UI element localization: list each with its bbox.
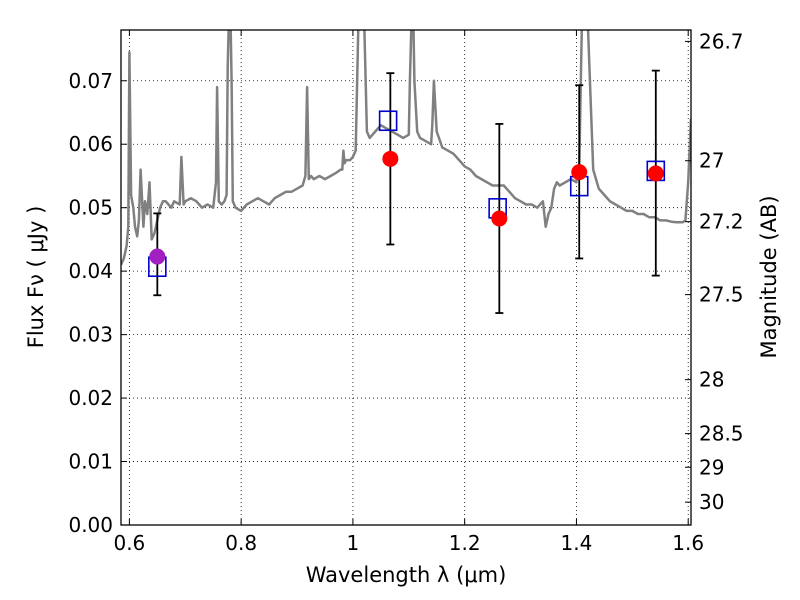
right-axis-tick-label: 28.5 [699, 422, 744, 446]
y-tick-label: 0.01 [68, 450, 113, 474]
y-tick-label: 0.05 [68, 196, 113, 220]
right-axis-label: Magnitude (AB) [757, 195, 781, 358]
model-flux-square [378, 110, 398, 132]
right-axis-tick-label: 30 [699, 490, 724, 514]
y-tick-labels: 0.00 0.01 0.02 0.03 0.04 0.05 0.06 0.07 [68, 69, 113, 537]
right-axis-tick-label: 26.7 [699, 29, 744, 53]
right-axis-tick-label: 27.2 [699, 210, 744, 234]
x-tick-label: 0.8 [225, 531, 257, 555]
right-axis-tick-label: 29 [699, 455, 724, 479]
observed-flux-point [149, 248, 166, 265]
x-tick-label: 1.6 [672, 531, 704, 555]
x-tick-label: 1 [347, 531, 360, 555]
plot-background [121, 30, 691, 525]
y-tick-label: 0.02 [68, 386, 113, 410]
right-axis-tick-label: 28 [699, 368, 724, 392]
y-tick-label: 0.06 [68, 132, 113, 156]
y-tick-label: 0.03 [68, 323, 113, 347]
y-tick-label: 0.04 [68, 259, 113, 283]
observed-photometry-points [149, 150, 664, 265]
right-axis-tick-label: 27.5 [699, 283, 744, 307]
y-axis-label: Flux Fν ( μJy ) [24, 206, 48, 349]
plot-frame [120, 29, 692, 526]
right-axis-tick-label: 27 [699, 149, 724, 173]
x-axis-label: Wavelength λ (μm) [306, 563, 507, 587]
y-tick-label: 0.00 [68, 513, 113, 537]
x-tick-label: 1.2 [449, 531, 481, 555]
ticks [121, 30, 691, 526]
right-axis-tick-labels: 26.7 27 27.2 27.5 28 28.5 29 30 [699, 29, 744, 514]
observed-flux-point [382, 150, 399, 167]
x-tick-label: 0.6 [113, 531, 145, 555]
observed-flux-point [571, 164, 588, 181]
x-tick-labels: 0.6 0.8 1 1.2 1.4 1.6 [113, 531, 704, 555]
observed-flux-point [491, 210, 508, 227]
x-tick-label: 1.4 [561, 531, 593, 555]
observed-flux-point [647, 165, 664, 182]
y-tick-label: 0.07 [68, 69, 113, 93]
